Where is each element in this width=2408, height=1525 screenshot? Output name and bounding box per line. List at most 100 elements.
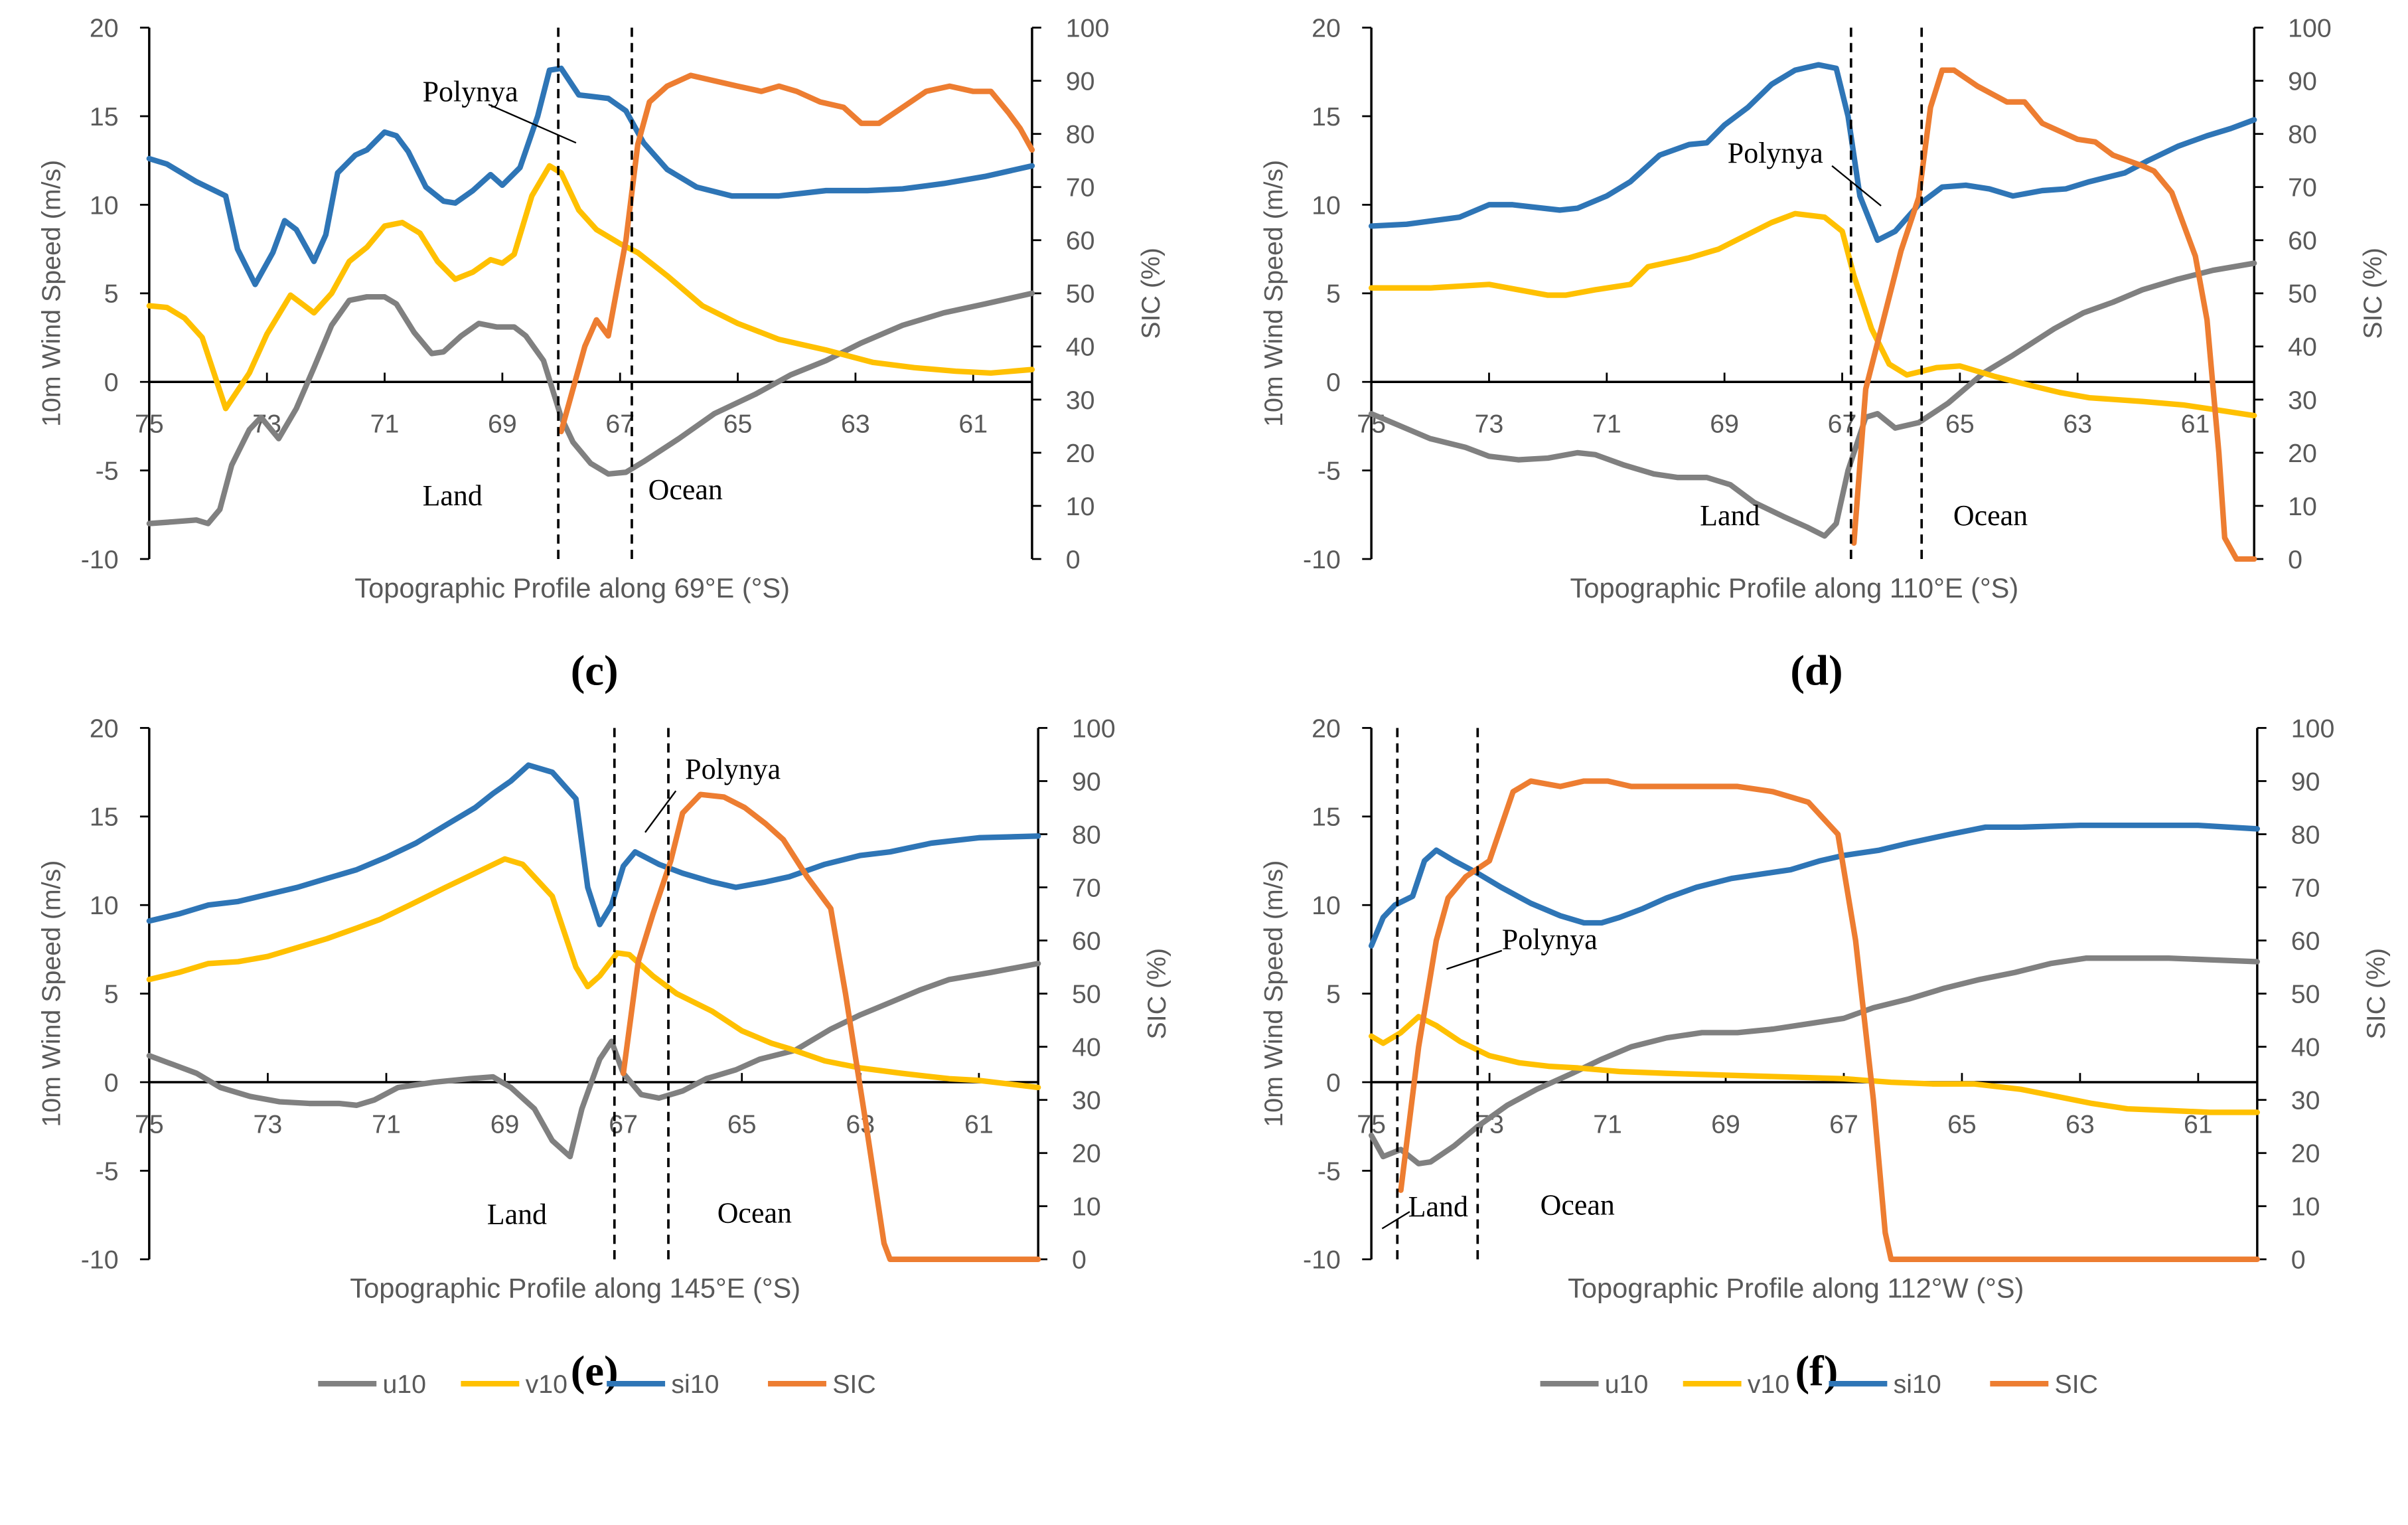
- y2-tick-label: 30: [1066, 386, 1095, 415]
- y2-tick-label: 50: [1072, 980, 1101, 1009]
- x-tick-label: 67: [1829, 1109, 1858, 1139]
- y2-tick-label: 80: [2291, 820, 2320, 849]
- x-tick-label: 75: [135, 410, 164, 439]
- y2-tick-label: 90: [2291, 767, 2320, 796]
- legend-label-SIC: SIC: [2055, 1370, 2099, 1399]
- y2-tick-label: 10: [1072, 1192, 1101, 1222]
- panel-label: (e): [571, 1347, 619, 1395]
- series-line-SIC: [558, 72, 1035, 435]
- annotation-polynya: Polynya: [1728, 137, 1823, 169]
- annotation-polynya: Polynya: [423, 76, 518, 108]
- y2-tick-label: 50: [2291, 980, 2320, 1009]
- y2-tick-label: 80: [2288, 120, 2317, 149]
- annotation-ocean: Ocean: [717, 1196, 792, 1229]
- y2-tick-label: 20: [1066, 439, 1095, 468]
- y2-tick-label: 70: [2288, 173, 2317, 202]
- y-tick-label: -5: [1317, 456, 1341, 485]
- y2-tick-label: 20: [2291, 1139, 2320, 1168]
- y2-tick-label: 40: [1066, 333, 1095, 362]
- y-tick-label: 20: [1312, 14, 1341, 43]
- series-line-v10: [146, 856, 1041, 1091]
- y2-tick-label: 10: [1066, 492, 1095, 521]
- series-line-u10: [1368, 260, 2257, 539]
- x-tick-label: 69: [1710, 410, 1739, 439]
- annotation-leader-line: [644, 790, 677, 833]
- y2-tick-label: 60: [2288, 226, 2317, 256]
- x-tick-label: 65: [1945, 410, 1975, 439]
- series-line-v10: [1368, 210, 2257, 419]
- y-tick-label: 0: [104, 368, 119, 397]
- legend-label-u10: u10: [382, 1370, 426, 1399]
- x-tick-label: 71: [1593, 1109, 1622, 1139]
- y-tick-label: 5: [1326, 280, 1341, 309]
- series-line-v10: [146, 163, 1035, 412]
- x-tick-label: 63: [846, 1109, 875, 1139]
- series-line-u10: [146, 290, 1035, 526]
- y2-tick-label: 30: [1072, 1086, 1101, 1115]
- y2-tick-label: 100: [2291, 714, 2335, 743]
- y2-tick-label: 0: [1066, 545, 1081, 574]
- y-tick-label: 0: [104, 1068, 119, 1097]
- y2-axis-title: SIC (%): [1142, 948, 1171, 1040]
- legend: u10 v10 si10 SIC: [318, 1370, 876, 1399]
- annotation-leader-line: [488, 104, 577, 144]
- series-line-si10: [146, 65, 1035, 287]
- y2-tick-label: 100: [1072, 714, 1116, 743]
- y-tick-label: -10: [81, 545, 119, 574]
- x-tick-label: 63: [2066, 1109, 2095, 1139]
- series-line-v10: [1368, 1014, 2261, 1115]
- y-tick-label: 20: [90, 14, 119, 43]
- y-tick-label: -10: [81, 1245, 119, 1275]
- y2-tick-label: 80: [1072, 820, 1101, 849]
- y-tick-label: 5: [1326, 980, 1341, 1009]
- panel-label: (d): [1790, 647, 1843, 695]
- y2-tick-label: 100: [2288, 14, 2332, 43]
- y-tick-label: -5: [96, 1157, 119, 1186]
- y2-tick-label: 30: [2288, 386, 2317, 415]
- x-tick-label: 71: [370, 410, 400, 439]
- y2-axis-title: SIC (%): [2362, 948, 2391, 1040]
- x-axis-title: Topographic Profile along 69°E (°S): [354, 572, 790, 603]
- legend-label-v10: v10: [1748, 1370, 1789, 1399]
- y2-tick-label: 90: [1066, 67, 1095, 96]
- annotation-land: Land: [423, 479, 483, 512]
- y-tick-label: 20: [90, 714, 119, 743]
- y2-tick-label: 20: [1072, 1139, 1101, 1168]
- y2-tick-label: 50: [2288, 280, 2317, 309]
- x-tick-label: 75: [135, 1109, 164, 1139]
- series-line-SIC: [620, 791, 1041, 1262]
- annotation-land: Land: [1408, 1190, 1468, 1223]
- panel-label: (c): [571, 647, 619, 695]
- x-tick-label: 65: [723, 410, 753, 439]
- y-tick-label: 5: [104, 980, 119, 1009]
- series-line-si10: [1368, 62, 2257, 243]
- y-tick-label: 0: [1326, 368, 1341, 397]
- panel-label: (f): [1795, 1347, 1839, 1395]
- y2-tick-label: 70: [2291, 873, 2320, 902]
- x-tick-label: 71: [1592, 410, 1621, 439]
- y-tick-label: 20: [1312, 714, 1341, 743]
- y2-tick-label: 90: [2288, 67, 2317, 96]
- legend: u10 v10 si10 SIC: [1540, 1370, 2099, 1399]
- annotation-polynya: Polynya: [685, 753, 781, 785]
- y-axis-title: 10m Wind Speed (m/s): [1259, 160, 1288, 427]
- legend-label-si10: si10: [1894, 1370, 1941, 1399]
- x-tick-label: 69: [1711, 1109, 1740, 1139]
- annotation-ocean: Ocean: [1541, 1189, 1615, 1222]
- y2-axis-title: SIC (%): [2358, 248, 2387, 339]
- x-axis-title: Topographic Profile along 145°E (°S): [350, 1273, 800, 1304]
- y2-tick-label: 40: [2288, 333, 2317, 362]
- series-line-u10: [146, 961, 1041, 1160]
- legend-label-SIC: SIC: [832, 1370, 876, 1399]
- y2-tick-label: 100: [1066, 14, 1110, 43]
- y2-tick-label: 10: [2291, 1192, 2320, 1222]
- y2-tick-label: 70: [1066, 173, 1095, 202]
- legend-label-si10: si10: [671, 1370, 719, 1399]
- x-tick-label: 67: [609, 1109, 638, 1139]
- annotation-polynya: Polynya: [1502, 923, 1598, 956]
- y-axis-title: 10m Wind Speed (m/s): [37, 160, 66, 427]
- y-axis-title: 10m Wind Speed (m/s): [1259, 860, 1288, 1127]
